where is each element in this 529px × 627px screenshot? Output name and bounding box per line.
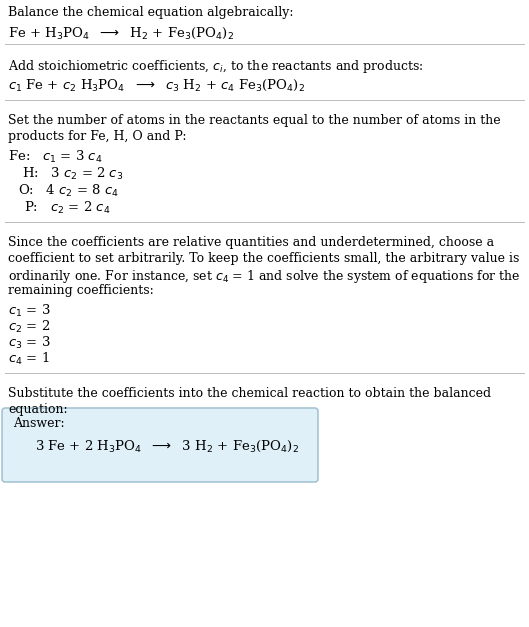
Text: coefficient to set arbitrarily. To keep the coefficients small, the arbitrary va: coefficient to set arbitrarily. To keep … <box>8 252 519 265</box>
Text: Substitute the coefficients into the chemical reaction to obtain the balanced: Substitute the coefficients into the che… <box>8 387 491 400</box>
Text: Balance the chemical equation algebraically:: Balance the chemical equation algebraica… <box>8 6 294 19</box>
Text: Answer:: Answer: <box>13 417 65 430</box>
Text: $c_1$ = 3: $c_1$ = 3 <box>8 303 51 319</box>
Text: Fe:   $c_1$ = 3 $c_4$: Fe: $c_1$ = 3 $c_4$ <box>8 149 103 165</box>
Text: $c_2$ = 2: $c_2$ = 2 <box>8 319 50 335</box>
Text: remaining coefficients:: remaining coefficients: <box>8 284 154 297</box>
Text: P:   $c_2$ = 2 $c_4$: P: $c_2$ = 2 $c_4$ <box>24 200 111 216</box>
Text: $c_3$ = 3: $c_3$ = 3 <box>8 335 51 351</box>
FancyBboxPatch shape <box>2 408 318 482</box>
Text: Set the number of atoms in the reactants equal to the number of atoms in the: Set the number of atoms in the reactants… <box>8 114 500 127</box>
Text: $c_4$ = 1: $c_4$ = 1 <box>8 351 50 367</box>
Text: Since the coefficients are relative quantities and underdetermined, choose a: Since the coefficients are relative quan… <box>8 236 494 249</box>
Text: equation:: equation: <box>8 403 68 416</box>
Text: ordinarily one. For instance, set $c_4$ = 1 and solve the system of equations fo: ordinarily one. For instance, set $c_4$ … <box>8 268 521 285</box>
Text: H:   3 $c_2$ = 2 $c_3$: H: 3 $c_2$ = 2 $c_3$ <box>22 166 123 182</box>
Text: $c_1$ Fe + $c_2$ H$_3$PO$_4$  $\longrightarrow$  $c_3$ H$_2$ + $c_4$ Fe$_3$(PO$_: $c_1$ Fe + $c_2$ H$_3$PO$_4$ $\longright… <box>8 78 305 93</box>
Text: O:   4 $c_2$ = 8 $c_4$: O: 4 $c_2$ = 8 $c_4$ <box>18 183 119 199</box>
Text: Fe + H$_3$PO$_4$  $\longrightarrow$  H$_2$ + Fe$_3$(PO$_4$)$_2$: Fe + H$_3$PO$_4$ $\longrightarrow$ H$_2$… <box>8 26 234 41</box>
Text: 3 Fe + 2 H$_3$PO$_4$  $\longrightarrow$  3 H$_2$ + Fe$_3$(PO$_4$)$_2$: 3 Fe + 2 H$_3$PO$_4$ $\longrightarrow$ 3… <box>35 439 299 454</box>
Text: products for Fe, H, O and P:: products for Fe, H, O and P: <box>8 130 187 143</box>
Text: Add stoichiometric coefficients, $c_i$, to the reactants and products:: Add stoichiometric coefficients, $c_i$, … <box>8 58 424 75</box>
